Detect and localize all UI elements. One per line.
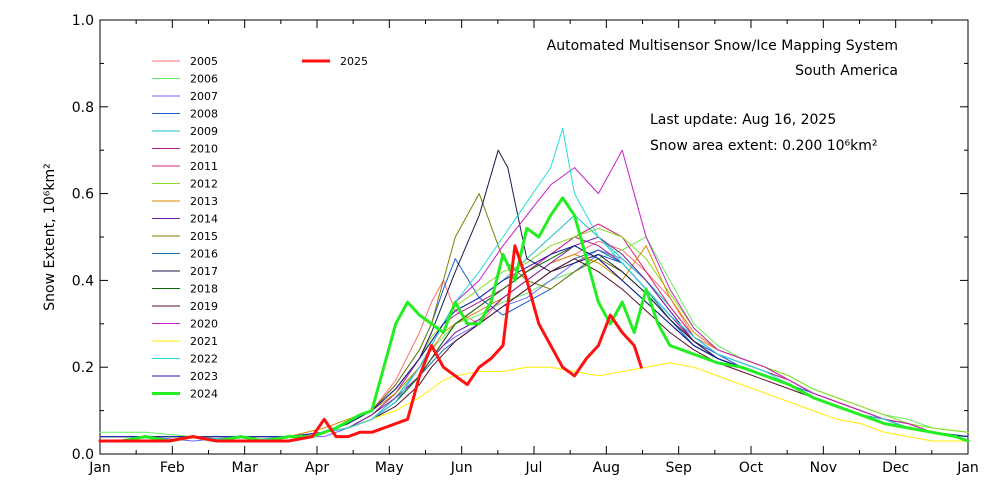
- legend-label-2012: 2012: [190, 178, 218, 191]
- series-line-2025: [98, 244, 643, 443]
- y-tick-label: 0.6: [72, 187, 94, 203]
- x-tick-label: May: [375, 460, 404, 476]
- axis-ticks: 0.0 0.2 0.4 0.6 0.8 1.0 Jan Feb Mar Apr May Jun Jul A…: [72, 13, 979, 476]
- series-line-2017: [99, 149, 969, 438]
- chart-title: Automated Multisensor Snow/Ice Mapping S…: [547, 38, 898, 54]
- series-line-2008: [99, 253, 969, 438]
- series-line-2016: [99, 249, 969, 438]
- series-line-2020: [99, 149, 969, 438]
- snow-extent-readout: Snow area extent: 0.200 10⁶km²: [650, 138, 878, 154]
- y-tick-label: 0.8: [72, 100, 94, 116]
- x-tick-label: Mar: [231, 460, 258, 476]
- series-line-2007: [99, 249, 969, 442]
- legend-label-2016: 2016: [190, 248, 218, 261]
- x-tick-label: Jan: [956, 460, 979, 476]
- legend-label-2019: 2019: [190, 300, 218, 313]
- legend-label-2011: 2011: [190, 160, 218, 173]
- legend-label-2017: 2017: [190, 265, 218, 278]
- x-tick-label: Jan: [88, 460, 111, 476]
- legend-label-2021: 2021: [190, 335, 218, 348]
- y-tick-label: 0.4: [72, 273, 94, 289]
- legend: 2005 2006 2007 2008 2009 2010 2011 2012 2013 2014…: [152, 55, 368, 401]
- chart-subtitle: South America: [795, 63, 898, 79]
- x-tick-label: Jul: [525, 460, 543, 476]
- x-tick-label: Dec: [882, 460, 909, 476]
- last-update-text: Last update: Aug 16, 2025: [650, 112, 836, 128]
- legend-label-2014: 2014: [190, 213, 218, 226]
- x-tick-label: Nov: [810, 460, 837, 476]
- series-line-2019: [99, 258, 969, 438]
- x-tick-label: Sep: [665, 460, 692, 476]
- y-axis-label: Snow Extent, 10⁶km²: [42, 163, 58, 311]
- legend-label-2020: 2020: [190, 318, 218, 331]
- legend-label-2023: 2023: [190, 370, 218, 383]
- legend-label-2007: 2007: [190, 90, 218, 103]
- y-tick-label: 0.2: [72, 360, 94, 376]
- legend-label-2008: 2008: [190, 108, 218, 121]
- legend-label-2025: 2025: [340, 55, 368, 68]
- series-line-2024: [98, 196, 970, 443]
- x-tick-label: Aug: [593, 460, 620, 476]
- series-line-2015: [99, 193, 969, 438]
- legend-label-2018: 2018: [190, 283, 218, 296]
- legend-label-2013: 2013: [190, 195, 218, 208]
- series-line-2011: [99, 223, 969, 438]
- legend-label-2006: 2006: [190, 73, 218, 86]
- y-tick-label: 1.0: [72, 13, 94, 29]
- legend-label-2009: 2009: [190, 125, 218, 138]
- series-lines: [98, 128, 970, 443]
- legend-label-2024: 2024: [190, 388, 218, 401]
- legend-label-2005: 2005: [190, 55, 218, 68]
- x-tick-label: Feb: [160, 460, 185, 476]
- x-tick-label: Jun: [450, 460, 473, 476]
- x-tick-label: Oct: [739, 460, 764, 476]
- plot-frame: [99, 19, 969, 455]
- y-tick-label: 0.0: [72, 447, 94, 463]
- legend-label-2010: 2010: [190, 143, 218, 156]
- legend-label-2015: 2015: [190, 230, 218, 243]
- legend-label-2022: 2022: [190, 353, 218, 366]
- x-tick-label: Apr: [305, 460, 329, 476]
